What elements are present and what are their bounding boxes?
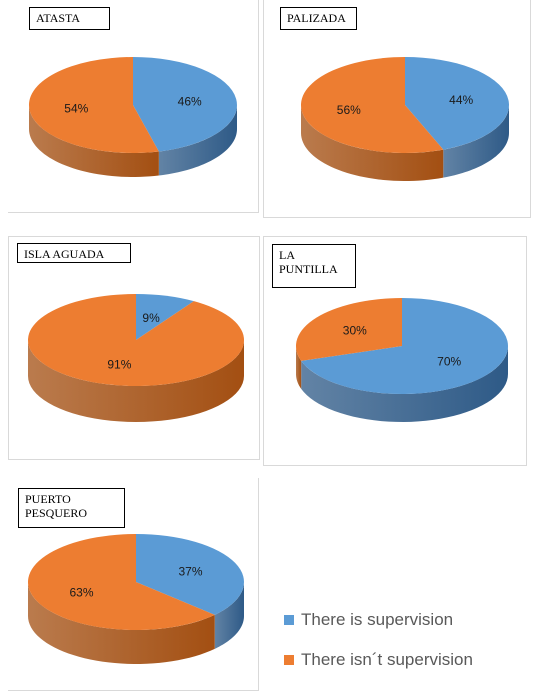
pie-atasta: 46% 54% (28, 56, 237, 177)
chart-title-palizada-text: PALIZADA (287, 11, 346, 25)
chart-title-la-puntilla: LA PUNTILLA (272, 244, 356, 288)
data-label-la-puntilla-1: 30% (343, 324, 367, 338)
pie-isla-aguada: 9% 91% (28, 294, 245, 422)
data-label-palizada-0: 44% (449, 93, 473, 107)
chart-title-palizada: PALIZADA (280, 7, 357, 30)
pie-puerto-pesquero: 37% 63% (28, 534, 245, 664)
data-label-palizada-1: 56% (337, 103, 361, 117)
chart-title-isla-aguada-text: ISLA AGUADA (24, 247, 105, 261)
data-label-isla-aguada-1: 91% (107, 357, 131, 371)
chart-title-atasta-text: ATASTA (36, 11, 81, 25)
pie-slice-atasta-0 (133, 57, 237, 152)
pie-slice-palizada-1 (300, 57, 444, 153)
pie-slice-palizada-0 (405, 57, 509, 150)
data-label-isla-aguada-0: 9% (142, 311, 160, 325)
pie-slice-isla-aguada-1 (28, 294, 245, 386)
pie-side-palizada-1 (301, 105, 444, 181)
pie-slice-puerto-pesquero-0 (136, 534, 245, 615)
legend-swatch-no-supervision (284, 655, 294, 665)
pie-side-atasta-1 (29, 105, 159, 177)
pie-slice-isla-aguada-0 (136, 294, 194, 340)
data-label-puerto-pesquero-0: 37% (178, 565, 202, 579)
legend-item-supervision: There is supervision (284, 600, 473, 640)
data-label-atasta-1: 54% (64, 101, 88, 115)
legend-label-supervision: There is supervision (301, 610, 454, 629)
data-label-puerto-pesquero-1: 63% (69, 586, 93, 600)
chart-title-isla-aguada: ISLA AGUADA (17, 243, 131, 263)
chart-title-la-puntilla-line-1: LA (279, 248, 295, 262)
pie-la-puntilla: 70% 30% (296, 298, 509, 422)
legend: There is supervision There isn´t supervi… (284, 600, 473, 680)
pie-side-palizada-0 (443, 105, 509, 178)
pie-side-puerto-pesquero-1 (28, 582, 215, 664)
pie-slice-la-puntilla-0 (301, 298, 509, 395)
pie-side-la-puntilla-0 (301, 346, 508, 422)
pie-side-atasta-0 (158, 105, 237, 176)
data-label-atasta-0: 46% (178, 95, 202, 109)
chart-title-puerto-pesquero-line-2: PESQUERO (25, 506, 88, 520)
pie-side-puerto-pesquero-0 (214, 582, 244, 649)
chart-title-atasta: ATASTA (29, 7, 110, 30)
pie-slice-puerto-pesquero-1 (28, 534, 215, 630)
pie-slice-la-puntilla-1 (296, 298, 402, 361)
pie-palizada: 44% 56% (300, 57, 509, 181)
legend-label-no-supervision: There isn´t supervision (301, 650, 473, 669)
legend-item-no-supervision: There isn´t supervision (284, 640, 473, 680)
legend-swatch-supervision (284, 615, 294, 625)
pie-side-isla-aguada-1 (28, 340, 244, 422)
data-label-la-puntilla-0: 70% (437, 355, 461, 369)
chart-title-puerto-pesquero: PUERTO PESQUERO (18, 488, 125, 528)
chart-title-puerto-pesquero-line-1: PUERTO (25, 492, 71, 506)
pie-slice-atasta-1 (28, 56, 159, 153)
pie-side-la-puntilla-1 (296, 346, 302, 389)
chart-title-la-puntilla-line-2: PUNTILLA (279, 262, 338, 276)
